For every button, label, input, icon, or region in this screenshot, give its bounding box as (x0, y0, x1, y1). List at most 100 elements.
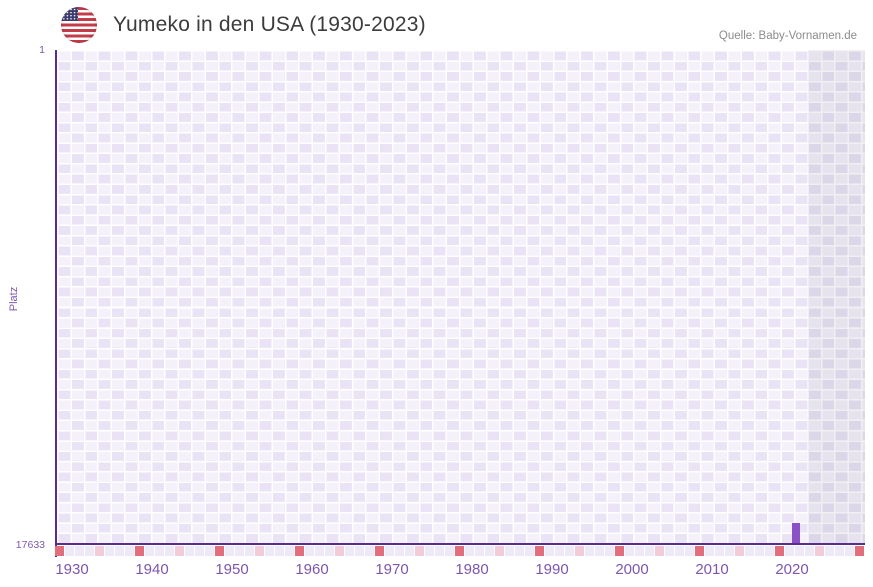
strip-cell (725, 546, 734, 556)
x-tick-label: 1940 (135, 561, 169, 578)
strip-cell (65, 546, 74, 556)
x-tick-label: 2010 (695, 561, 729, 578)
us-flag-icon (61, 7, 97, 43)
strip-cell (205, 546, 214, 556)
strip-cell (525, 546, 534, 556)
strip-cell (395, 546, 404, 556)
strip-cell (635, 546, 644, 556)
strip-marker-red (135, 546, 144, 556)
strip-cell (185, 546, 194, 556)
strip-marker-red (695, 546, 704, 556)
x-axis-ticks: 1930 1940 1950 1960 1970 1980 1990 2000 2010 2020 (55, 561, 865, 581)
strip-cell (315, 546, 324, 556)
strip-cell (675, 546, 684, 556)
x-tick-label: 1990 (535, 561, 569, 578)
strip-marker-pink (735, 546, 744, 556)
x-tick-label: 1950 (215, 561, 249, 578)
x-tick-label: 2000 (615, 561, 649, 578)
strip-cell (605, 546, 614, 556)
strip-cell (835, 546, 844, 556)
strip-marker-red (55, 546, 64, 556)
strip-cell (505, 546, 514, 556)
strip-marker-pink (655, 546, 664, 556)
strip-marker-pink (175, 546, 184, 556)
strip-cell (285, 546, 294, 556)
strip-cell (405, 546, 414, 556)
strip-cell (825, 546, 834, 556)
strip-cell (515, 546, 524, 556)
strip-cell (155, 546, 164, 556)
strip-marker-red (295, 546, 304, 556)
strip-cell (355, 546, 364, 556)
page-title: Yumeko in den USA (1930-2023) (113, 13, 426, 36)
y-tick-top: 1 (39, 44, 45, 56)
strip-cell (435, 546, 444, 556)
strip-cell (805, 546, 814, 556)
strip-cell (475, 546, 484, 556)
strip-cell (115, 546, 124, 556)
strip-marker-pink (335, 546, 344, 556)
y-axis-line (55, 50, 57, 557)
strip-marker-pink (575, 546, 584, 556)
strip-marker-pink (255, 546, 264, 556)
x-tick-label: 2020 (775, 561, 809, 578)
x-tick-label: 1980 (455, 561, 489, 578)
strip-marker-red (215, 546, 224, 556)
strip-marker-red (775, 546, 784, 556)
strip-cell (785, 546, 794, 556)
strip-cell (105, 546, 114, 556)
strip-cell (275, 546, 284, 556)
rank-bar (792, 523, 800, 543)
us-flag-canton (61, 7, 78, 21)
strip-cell (765, 546, 774, 556)
strip-cell (245, 546, 254, 556)
strip-cell (715, 546, 724, 556)
x-axis-line (55, 543, 865, 545)
strip-cell (75, 546, 84, 556)
source-credit: Quelle: Baby-Vornamen.de (718, 30, 857, 42)
strip-marker-red (535, 546, 544, 556)
strip-cell (745, 546, 754, 556)
strip-cell (755, 546, 764, 556)
strip-cell (125, 546, 134, 556)
x-tick-label: 1930 (55, 561, 89, 578)
x-tick-label: 1970 (375, 561, 409, 578)
bottom-strip (55, 546, 864, 556)
strip-cell (585, 546, 594, 556)
strip-cell (425, 546, 434, 556)
strip-cell (665, 546, 674, 556)
strip-cell (555, 546, 564, 556)
strip-cell (165, 546, 174, 556)
strip-cell (545, 546, 554, 556)
strip-marker-pink (815, 546, 824, 556)
strip-cell (795, 546, 804, 556)
strip-marker-red (615, 546, 624, 556)
strip-cell (705, 546, 714, 556)
strip-cell (85, 546, 94, 556)
strip-marker-red (855, 546, 864, 556)
strip-cell (345, 546, 354, 556)
y-tick-bottom: 17633 (15, 539, 45, 551)
strip-cell (565, 546, 574, 556)
strip-cell (385, 546, 394, 556)
strip-cell (225, 546, 234, 556)
strip-marker-pink (415, 546, 424, 556)
strip-cell (145, 546, 154, 556)
plot-area (57, 50, 865, 543)
strip-cell (235, 546, 244, 556)
x-tick-label: 1960 (295, 561, 329, 578)
strip-cell (195, 546, 204, 556)
strip-cell (265, 546, 274, 556)
strip-cell (595, 546, 604, 556)
recent-years-highlight (808, 50, 865, 543)
strip-marker-pink (95, 546, 104, 556)
strip-marker-red (455, 546, 464, 556)
strip-cell (305, 546, 314, 556)
strip-cell (845, 546, 854, 556)
y-axis-title: Platz (8, 286, 20, 312)
strip-cell (465, 546, 474, 556)
strip-cell (645, 546, 654, 556)
strip-cell (685, 546, 694, 556)
strip-cell (365, 546, 374, 556)
